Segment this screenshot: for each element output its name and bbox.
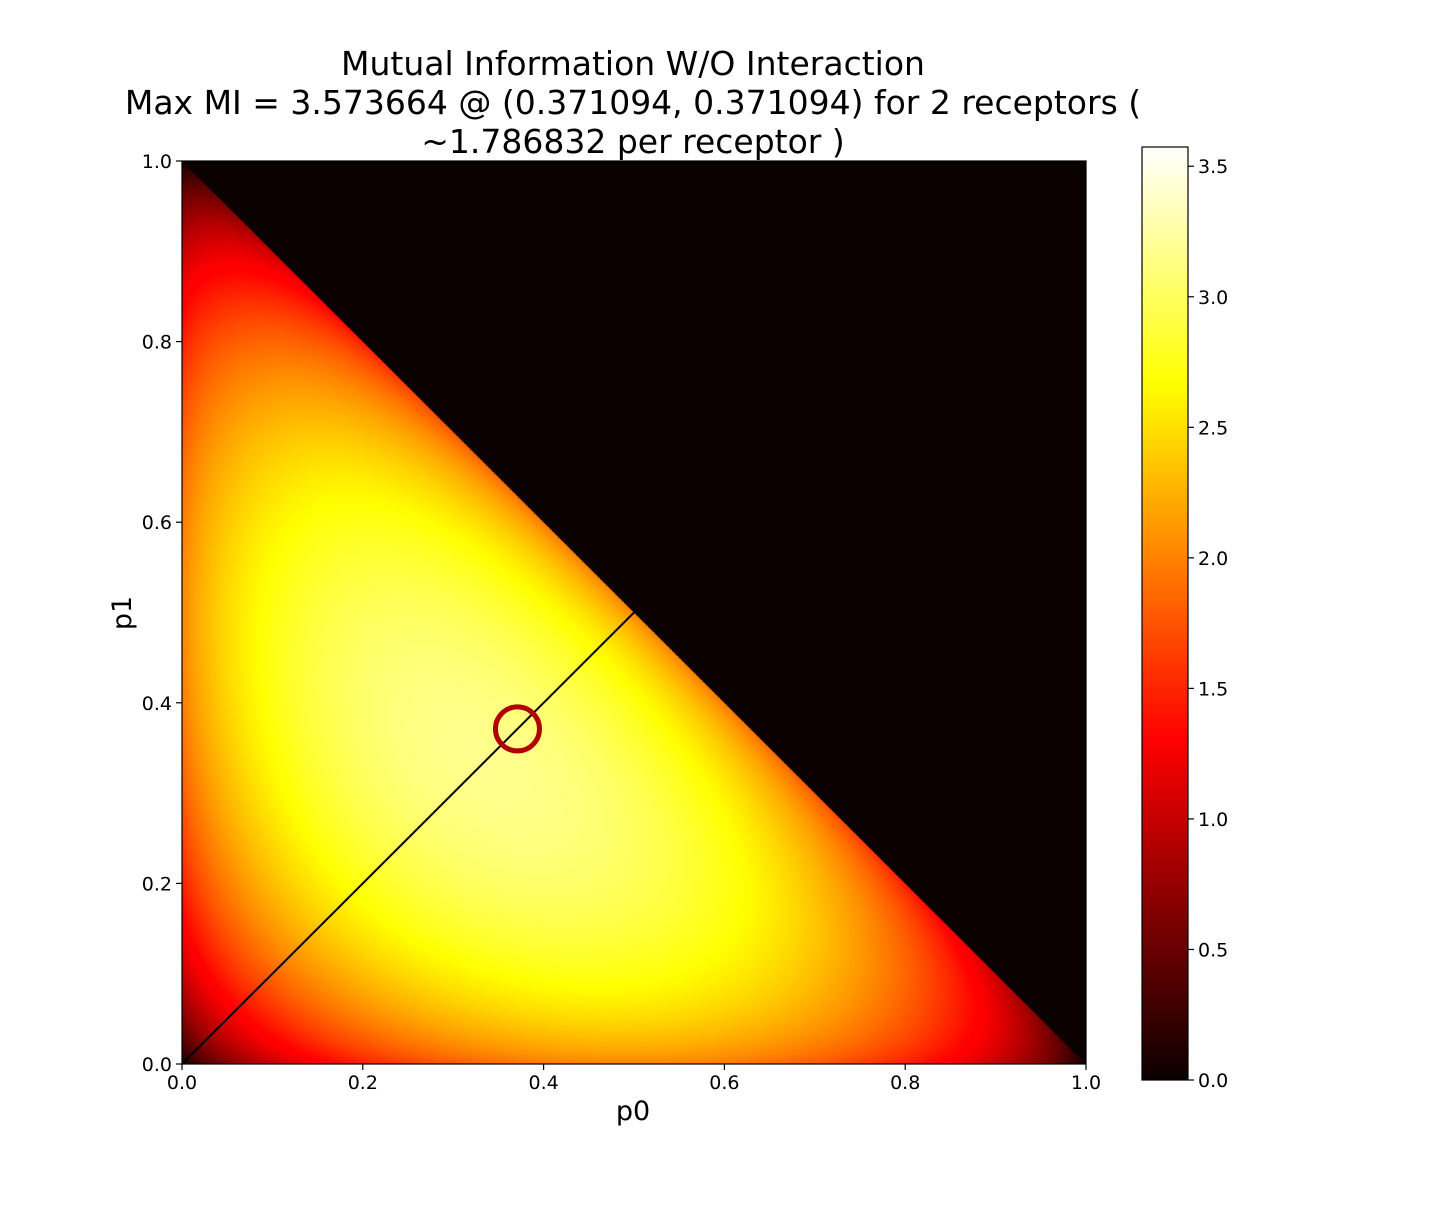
x-tick-label: 0.8 bbox=[890, 1072, 920, 1094]
y-tick-label: 0.2 bbox=[142, 873, 172, 895]
x-tick-label: 0.6 bbox=[709, 1072, 739, 1094]
x-tick-label: 1.0 bbox=[1071, 1072, 1101, 1094]
chart-title-line-1: Mutual Information W/O Interaction bbox=[341, 44, 925, 83]
x-axis: 0.0 0.2 0.4 0.6 0.8 1.0 bbox=[167, 1064, 1101, 1094]
colorbar-tick-label: 1.0 bbox=[1198, 809, 1228, 831]
diagonal-line bbox=[181, 611, 635, 1065]
y-tick-label: 1.0 bbox=[142, 151, 172, 173]
chart-title: Mutual Information W/O Interaction Max M… bbox=[125, 44, 1141, 161]
plot-frame bbox=[181, 160, 1087, 1065]
colorbar-ticks: 0.0 0.5 1.0 1.5 2.0 2.5 3.0 3.5 bbox=[1188, 156, 1228, 1092]
colorbar-tick-label: 3.5 bbox=[1198, 156, 1228, 178]
x-tick-label: 0.0 bbox=[167, 1072, 197, 1094]
x-axis-label: p0 bbox=[616, 1096, 650, 1127]
colorbar-tick-label: 2.0 bbox=[1198, 548, 1228, 570]
y-tick-label: 0.0 bbox=[142, 1054, 172, 1076]
chart-title-line-2: Max MI = 3.573664 @ (0.371094, 0.371094)… bbox=[125, 83, 1141, 122]
y-tick-label: 0.4 bbox=[142, 693, 172, 715]
colorbar-tick-label: 3.0 bbox=[1198, 287, 1228, 309]
heatmap-plot-area bbox=[181, 160, 1087, 1065]
colorbar: 0.0 0.5 1.0 1.5 2.0 2.5 3.0 3.5 bbox=[1141, 146, 1228, 1092]
colorbar-tick-label: 0.5 bbox=[1198, 939, 1228, 961]
y-tick-label: 0.8 bbox=[142, 332, 172, 354]
y-tick-label: 0.6 bbox=[142, 512, 172, 534]
chart-title-line-3: ~1.786832 per receptor ) bbox=[421, 122, 845, 161]
colorbar-gradient bbox=[1141, 146, 1189, 1081]
y-axis-label: p1 bbox=[107, 596, 138, 630]
colorbar-tick-label: 2.5 bbox=[1198, 417, 1228, 439]
x-tick-label: 0.2 bbox=[348, 1072, 378, 1094]
y-axis: 0.0 0.2 0.4 0.6 0.8 1.0 bbox=[142, 151, 182, 1076]
colorbar-tick-label: 0.0 bbox=[1198, 1070, 1228, 1092]
colorbar-tick-label: 1.5 bbox=[1198, 678, 1228, 700]
max-mi-marker bbox=[492, 704, 542, 754]
x-tick-label: 0.4 bbox=[528, 1072, 558, 1094]
